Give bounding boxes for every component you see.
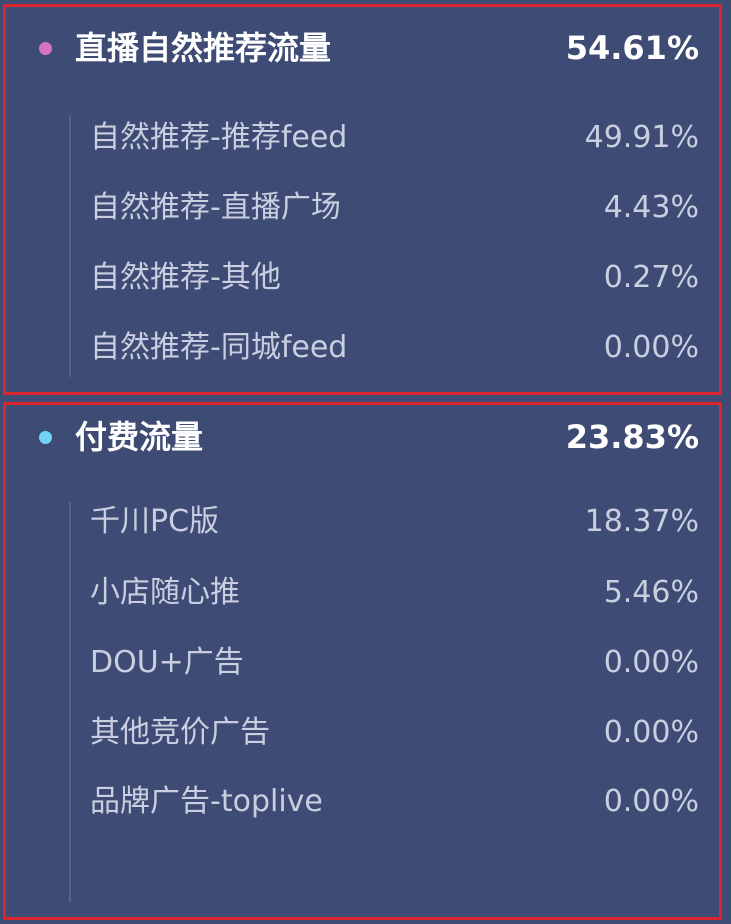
item-label: 千川PC版 [90, 504, 220, 539]
item-label: DOU+广告 [90, 645, 244, 680]
dot [39, 431, 52, 444]
item-label: 自然推荐-同城feed [90, 330, 348, 365]
dot [39, 42, 52, 55]
item-label: 其他竞价广告 [90, 715, 270, 750]
item-label: 品牌广告-toplive [90, 784, 323, 819]
item-value: 0.00% [603, 645, 699, 680]
item-label: 小店随心推 [90, 575, 240, 610]
group-box [3, 4, 722, 395]
item-label: 自然推荐-直播广场 [90, 190, 341, 225]
item-value: 5.46% [603, 575, 699, 610]
item-value: 0.00% [603, 330, 699, 365]
item-value: 0.00% [603, 715, 699, 750]
item-label: 自然推荐-其他 [90, 260, 281, 295]
group-title: 付费流量 [75, 418, 204, 456]
item-value: 49.91% [584, 120, 699, 155]
group-title: 直播自然推荐流量 [75, 29, 332, 67]
indent-line [69, 115, 71, 377]
group-box [3, 402, 722, 920]
indent-line [69, 502, 71, 902]
group-value: 54.61% [565, 29, 699, 67]
group-value: 23.83% [565, 418, 699, 456]
item-label: 自然推荐-推荐feed [90, 120, 348, 155]
item-value: 4.43% [603, 190, 699, 225]
item-value: 0.27% [603, 260, 699, 295]
item-value: 18.37% [584, 504, 699, 539]
item-value: 0.00% [603, 784, 699, 819]
